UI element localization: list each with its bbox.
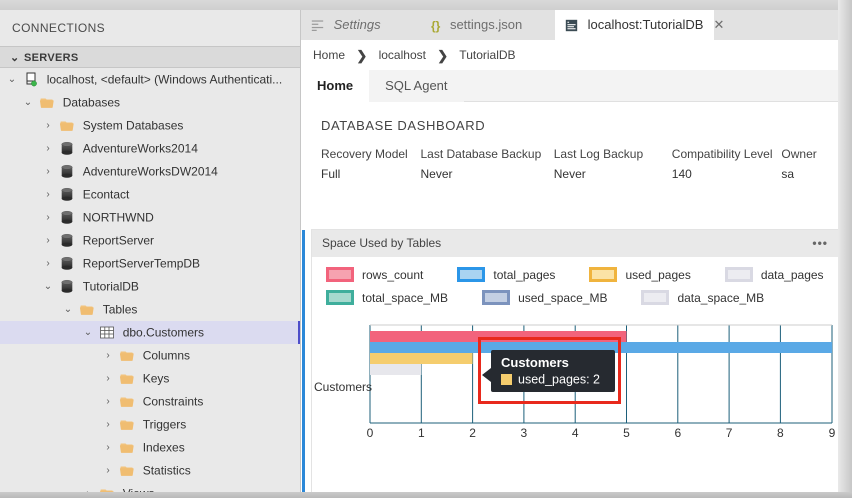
svg-text:4: 4	[572, 426, 579, 440]
svg-text:5: 5	[623, 426, 630, 440]
svg-text:1: 1	[418, 426, 425, 440]
svg-text:2: 2	[469, 426, 476, 440]
svg-text:6: 6	[674, 426, 681, 440]
svg-text:9: 9	[829, 426, 836, 440]
svg-text:7: 7	[726, 426, 733, 440]
svg-text:8: 8	[777, 426, 784, 440]
svg-text:3: 3	[521, 426, 528, 440]
svg-text:0: 0	[367, 426, 374, 440]
